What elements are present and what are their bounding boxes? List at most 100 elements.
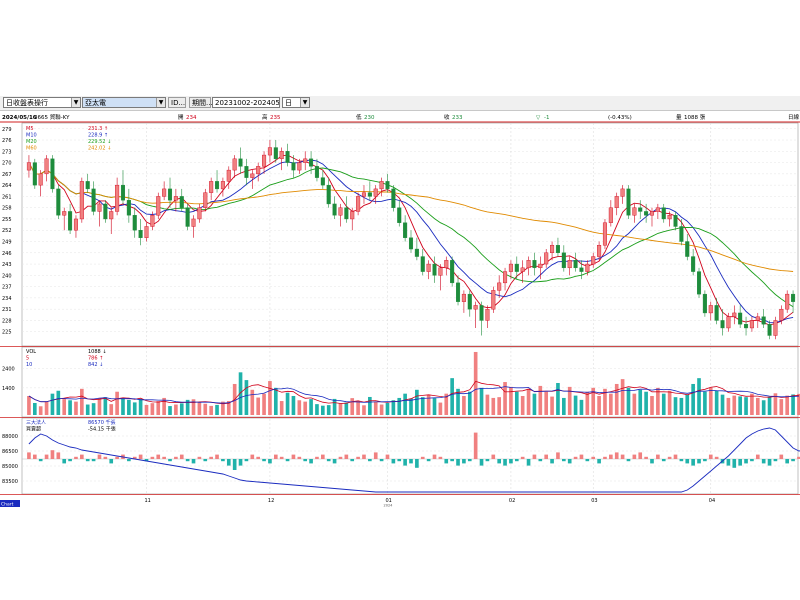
candle	[73, 215, 78, 238]
volume-bar	[27, 395, 31, 415]
y-axis: 279 276 273 270 267 264 261 258 255 252 249 246 243 2…	[2, 127, 18, 485]
candle-body	[767, 324, 772, 336]
period-button[interactable]: 期間...	[189, 97, 213, 108]
candle-body	[514, 263, 519, 272]
candle	[144, 222, 149, 242]
candle-body	[50, 158, 55, 190]
inst-bar	[609, 454, 613, 459]
candle-body	[602, 222, 607, 246]
candle	[767, 320, 772, 340]
info-vol: 1088 張	[684, 114, 706, 121]
inst-bar	[708, 454, 713, 459]
chevron-down-icon[interactable]: ▼	[71, 98, 80, 107]
volume-bar	[626, 387, 631, 415]
candle	[761, 309, 766, 328]
candle	[408, 230, 414, 253]
candle-body	[344, 207, 349, 220]
volume-bar	[744, 397, 748, 415]
candle-body	[109, 211, 114, 220]
volume-bar	[514, 391, 519, 415]
price-tick-label: 225	[2, 330, 12, 336]
price-tick-label: 264	[2, 183, 12, 189]
inst-bar	[409, 459, 413, 464]
candle	[79, 177, 84, 223]
inst-bar	[650, 459, 654, 464]
candle-body	[755, 316, 760, 321]
inst-bar	[503, 459, 507, 466]
info-open-label: 開	[178, 114, 184, 121]
candle	[585, 260, 590, 276]
chevron-down-icon[interactable]: ▼	[300, 98, 309, 107]
legend-value: -54.15 千張	[88, 426, 116, 433]
candle-body	[738, 312, 743, 325]
month-label: 11	[144, 498, 150, 504]
volume-bar	[403, 393, 407, 415]
candle	[50, 155, 55, 193]
candle-body	[726, 316, 731, 329]
legend-value: 842 ↓	[88, 362, 103, 368]
candle-body	[379, 181, 384, 190]
candle-body	[544, 252, 549, 265]
inst-bar	[685, 459, 690, 464]
inst-bar	[773, 459, 778, 462]
inst-bar	[44, 454, 49, 459]
price-tick-label: 249	[2, 240, 12, 246]
volume-bar	[326, 405, 331, 415]
candle-body	[685, 241, 690, 257]
date-range-field[interactable]: 20231002-20240516	[212, 97, 280, 108]
volume-bar	[650, 395, 654, 415]
candle	[203, 188, 208, 212]
month-label: 04	[709, 498, 715, 504]
volume-bar	[603, 388, 607, 415]
inst-bar	[215, 454, 219, 459]
volume-bar	[362, 405, 366, 415]
candle-body	[103, 203, 108, 220]
legend-name: M60	[26, 146, 37, 152]
corner-badge	[0, 500, 20, 507]
inst-bar	[485, 459, 490, 462]
volume-bar	[156, 401, 161, 415]
candle-body	[532, 260, 537, 269]
candle	[191, 215, 196, 238]
candle-body	[297, 162, 302, 171]
candle	[285, 143, 290, 167]
inst-bar	[591, 456, 596, 459]
candle-body	[414, 248, 419, 257]
inst-bar	[356, 456, 360, 459]
candle-body	[550, 245, 555, 253]
stock-select[interactable]: 亞太電 ▼	[82, 97, 166, 108]
inst-bar	[514, 459, 519, 462]
candle-body	[444, 260, 449, 269]
volume-bar	[644, 391, 648, 415]
inst-bar	[103, 456, 108, 459]
inst-bar	[362, 454, 366, 459]
candle	[215, 170, 220, 193]
chevron-down-icon[interactable]: ▼	[156, 98, 165, 107]
id-button[interactable]: ID...	[168, 97, 186, 108]
legend-name: M10	[26, 133, 37, 139]
candle	[109, 207, 114, 234]
candle-body	[638, 207, 643, 212]
candle-body	[126, 199, 131, 216]
candle	[685, 234, 690, 261]
inst-bar	[620, 454, 625, 459]
chart-area[interactable]: 2024/05/16 3665 貿聯-KY 開 234 高 235 低 230 …	[0, 111, 800, 508]
candle-body	[156, 196, 161, 216]
report-select[interactable]: 日收盤表操行 ▼	[3, 97, 81, 108]
volume-bar	[221, 401, 225, 415]
volume-bar	[409, 398, 413, 415]
price-tick-label: 267	[2, 172, 12, 178]
inst-bar	[132, 456, 137, 459]
inst-bar	[703, 459, 707, 462]
candle-body	[332, 203, 337, 216]
inst-bar	[697, 459, 701, 464]
inst-bar	[603, 456, 607, 459]
chart-svg[interactable]: 2024/05/16 3665 貿聯-KY 開 234 高 235 低 230 …	[0, 111, 800, 508]
freq-select[interactable]: 日 ▼	[282, 97, 310, 108]
candle	[132, 207, 137, 238]
candle	[56, 185, 61, 219]
volume-ma-lines	[28, 380, 799, 405]
candle	[279, 147, 284, 171]
candle	[720, 309, 725, 336]
volume-bar	[538, 385, 543, 415]
